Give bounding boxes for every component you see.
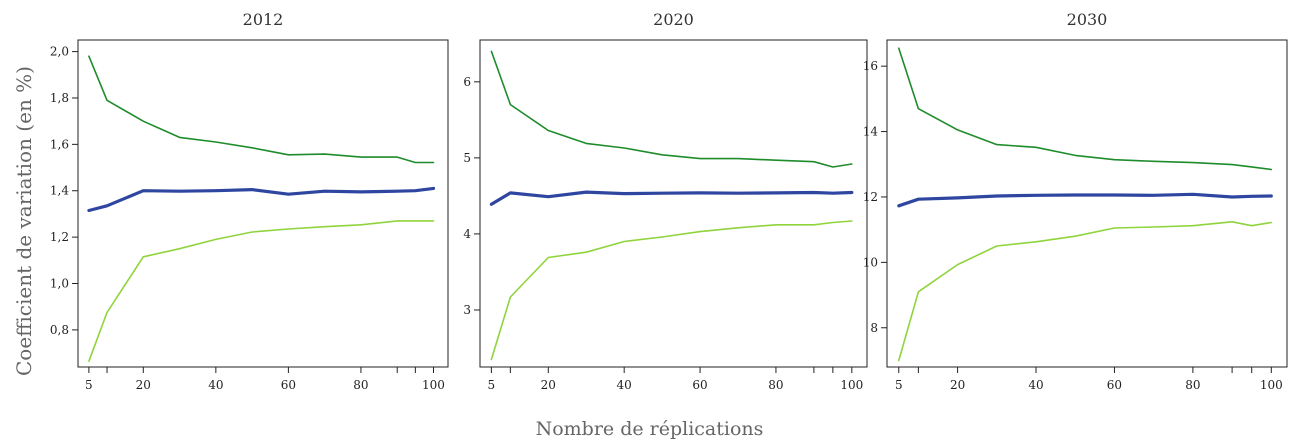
x-tick-label: 100 (1260, 378, 1283, 392)
x-tick-label: 20 (136, 378, 151, 392)
x-tick-label: 60 (281, 378, 296, 392)
series-line-lower (897, 221, 1273, 362)
plot-frame (479, 39, 868, 368)
y-tick-label: 8 (870, 321, 878, 335)
x-tick-label: 100 (840, 378, 863, 392)
x-tick-label: 80 (1185, 378, 1200, 392)
x-tick-label: 20 (541, 378, 556, 392)
y-tick-label: 14 (863, 125, 879, 139)
series-line-upper (88, 55, 435, 164)
x-tick-label: 80 (353, 378, 368, 392)
y-tick-label: 2,0 (50, 45, 69, 59)
series-line-mean (87, 186, 436, 213)
y-tick-label: 0,8 (50, 323, 69, 337)
y-tick-label: 1,0 (50, 277, 69, 291)
plot-frame (77, 39, 449, 368)
x-tick-label: 40 (617, 378, 632, 392)
x-tick-label: 80 (768, 378, 783, 392)
x-tick-label: 40 (208, 378, 223, 392)
y-tick-label: 1,6 (50, 137, 69, 151)
y-tick-label: 12 (863, 190, 878, 204)
series-line-upper (897, 47, 1273, 171)
y-tick-label: 3 (463, 303, 471, 317)
y-tick-label: 5 (463, 151, 471, 165)
y-tick-label: 1,4 (50, 184, 69, 198)
x-tick-label: 100 (422, 378, 445, 392)
y-tick-label: 4 (463, 227, 471, 241)
panel-title: 2020 (653, 10, 694, 29)
x-tick-label: 60 (1107, 378, 1122, 392)
series-line-upper (490, 50, 853, 168)
x-tick-label: 5 (85, 378, 93, 392)
x-axis-label: Nombre de réplications (535, 418, 764, 440)
series-line-lower (490, 220, 853, 361)
y-tick-label: 16 (863, 59, 878, 73)
y-tick-label: 1,8 (50, 91, 69, 105)
y-tick-label: 6 (463, 75, 471, 89)
plot-frame (886, 39, 1288, 368)
x-tick-label: 20 (950, 378, 965, 392)
x-tick-label: 5 (895, 378, 903, 392)
series-line-mean (897, 192, 1273, 208)
series-line-mean (489, 190, 854, 206)
x-tick-label: 5 (488, 378, 496, 392)
x-tick-label: 60 (692, 378, 707, 392)
y-tick-label: 1,2 (50, 230, 69, 244)
panel-title: 2012 (243, 10, 284, 29)
panel-title: 2030 (1067, 10, 1108, 29)
series-line-lower (88, 220, 435, 363)
y-tick-label: 10 (863, 255, 878, 269)
x-tick-label: 40 (1028, 378, 1043, 392)
